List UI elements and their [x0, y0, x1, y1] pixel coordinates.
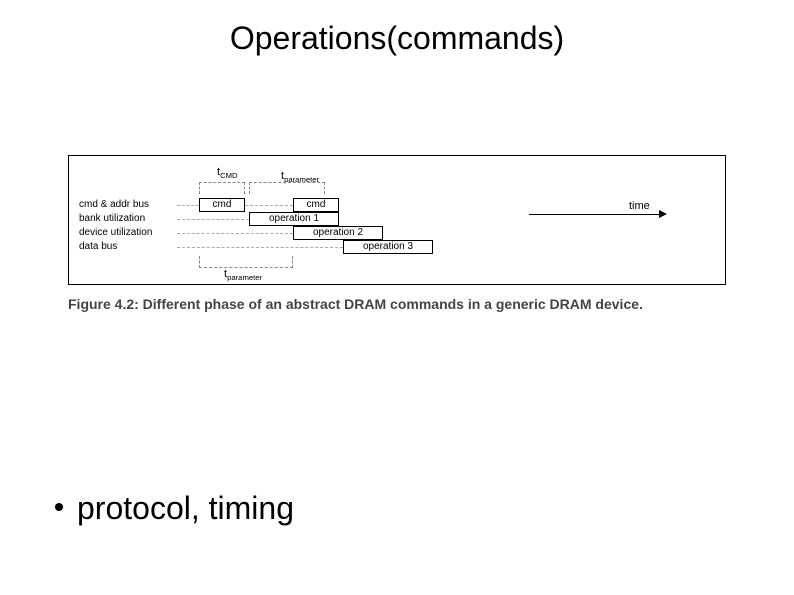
bullet-dot-icon: [55, 503, 63, 511]
dash-line: [177, 233, 293, 234]
timing-diagram: tCMD tparameter cmd & addr bus bank util…: [68, 155, 726, 285]
brace-tcmd: [199, 182, 245, 194]
bullet-protocol-timing: protocol, timing: [55, 490, 294, 527]
row-labels: cmd & addr bus bank utilization device u…: [79, 198, 152, 254]
operation-box-3: operation 3: [343, 240, 433, 254]
time-label: time: [629, 200, 650, 212]
row-label-data-bus: data bus: [79, 240, 152, 254]
cmd-box-1: cmd: [199, 198, 245, 212]
slide-title: Operations(commands): [0, 20, 794, 57]
dash-line: [177, 219, 249, 220]
t-parameter-bottom-label: tparameter: [224, 268, 262, 282]
dash-line: [177, 247, 343, 248]
operation-box-2: operation 2: [293, 226, 383, 240]
brace-tparam-top: [249, 182, 325, 194]
figure-caption: Figure 4.2: Different phase of an abstra…: [68, 295, 718, 313]
dash-line: [177, 205, 199, 206]
cmd-box-2: cmd: [293, 198, 339, 212]
brace-tparam-bottom: [199, 256, 293, 268]
row-label-device: device utilization: [79, 226, 152, 240]
row-label-cmd-addr: cmd & addr bus: [79, 198, 152, 212]
t-cmd-label: tCMD: [217, 166, 238, 180]
time-arrow-icon: [529, 214, 659, 215]
operation-box-1: operation 1: [249, 212, 339, 226]
row-label-bank: bank utilization: [79, 212, 152, 226]
dash-line: [245, 205, 293, 206]
